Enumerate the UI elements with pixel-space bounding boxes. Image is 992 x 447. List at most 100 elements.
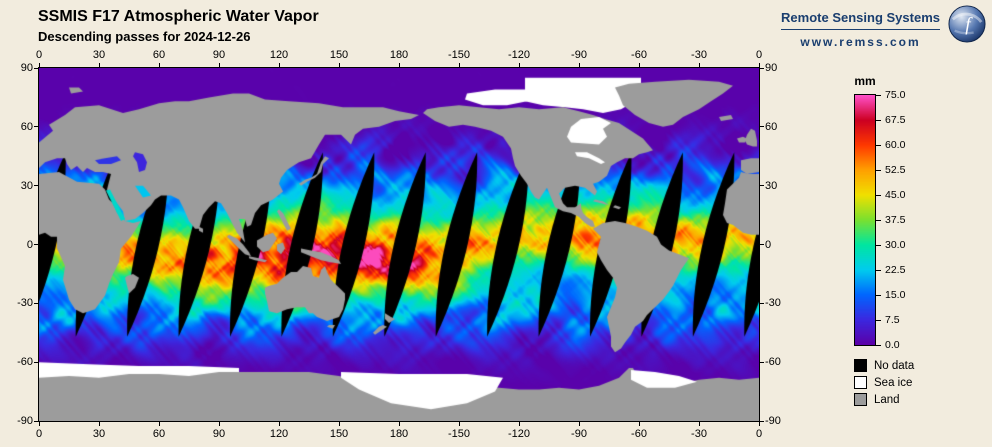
lat-tick-label: 90: [765, 62, 778, 74]
lat-tick-label: 60: [765, 120, 778, 133]
colorbar-tick-mark: [876, 345, 881, 346]
lat-tick-mark: [760, 126, 764, 128]
lat-tick-label: -90: [17, 415, 33, 427]
colorbar-tick-label: 75.0: [885, 89, 906, 101]
lat-tick-mark: [34, 361, 38, 363]
lon-tick-mark: [758, 63, 760, 67]
lon-tick-label: -60: [631, 49, 647, 61]
lat-tick-mark: [760, 361, 764, 363]
lat-tick-label: -60: [765, 356, 781, 369]
colorbar-tick-label: 67.5: [885, 114, 906, 126]
lon-tick-label: -90: [571, 428, 587, 440]
lat-tick-mark: [34, 67, 38, 69]
lat-tick-label: -30: [765, 297, 781, 310]
lat-tick-mark: [34, 126, 38, 128]
legend-item-land: Land: [854, 393, 914, 406]
lon-tick-label: -150: [447, 428, 471, 440]
lon-tick-label: -60: [631, 428, 647, 440]
brand-text: Remote Sensing Systems www.remss.com: [781, 10, 940, 49]
lon-tick-mark: [158, 422, 160, 426]
lon-tick-label: -120: [507, 49, 531, 61]
lat-tick-label: 0: [765, 238, 772, 251]
branding: Remote Sensing Systems www.remss.com f: [781, 5, 986, 49]
lat-tick-label: 30: [20, 179, 33, 192]
lon-tick-label: 90: [212, 428, 226, 440]
colorbar-tick-mark: [876, 195, 881, 196]
brand-url-link[interactable]: www.remss.com: [800, 35, 921, 49]
lat-tick-mark: [760, 67, 764, 69]
lat-tick-mark: [760, 244, 764, 245]
lon-tick-mark: [398, 63, 400, 67]
remss-globe-logo-icon[interactable]: f: [948, 5, 986, 43]
lon-tick-mark: [98, 63, 100, 67]
colorbar-tick-mark: [876, 170, 881, 171]
legend-swatch: [854, 376, 867, 389]
brand-name: Remote Sensing Systems: [781, 10, 940, 30]
lat-tick-mark: [760, 420, 764, 422]
legend-swatch: [854, 359, 867, 372]
lat-tick-label: -90: [765, 415, 781, 427]
colorbar-tick-label: 52.5: [885, 164, 906, 176]
lon-tick-label: -120: [507, 428, 531, 440]
lon-tick-mark: [518, 63, 520, 67]
lon-tick-mark: [458, 63, 460, 67]
lat-tick-label: -30: [17, 297, 33, 310]
lon-tick-label: 120: [269, 428, 289, 440]
lon-tick-label: 150: [329, 49, 349, 61]
colorbar-tick-label: 37.5: [885, 214, 906, 226]
lon-tick-mark: [38, 63, 40, 67]
lon-tick-mark: [158, 63, 160, 67]
legend-item-no-data: No data: [854, 359, 914, 372]
legend-item-sea-ice: Sea ice: [854, 376, 914, 389]
lon-tick-label: 30: [92, 49, 106, 61]
colorbar-tick-label: 30.0: [885, 239, 906, 251]
lon-tick-mark: [98, 422, 100, 426]
lon-tick-mark: [278, 63, 280, 67]
lon-tick-mark: [278, 422, 280, 426]
colorbar-tick-mark: [876, 120, 881, 121]
lon-tick-mark: [758, 422, 760, 426]
legend-swatch: [854, 393, 867, 406]
colorbar-tick-label: 60.0: [885, 139, 906, 151]
lat-tick-mark: [34, 420, 38, 422]
lat-tick-mark: [760, 302, 764, 304]
lon-tick-mark: [698, 422, 700, 426]
lat-tick-label: -60: [17, 356, 33, 369]
lon-tick-label: 60: [152, 49, 166, 61]
lat-tick-label: 30: [765, 179, 778, 192]
lon-tick-label: 60: [152, 428, 166, 440]
colorbar-tick-label: 22.5: [885, 264, 906, 276]
colorbar-tick-mark: [876, 95, 881, 96]
lon-tick-label: 0: [35, 49, 43, 61]
lon-tick-label: -150: [447, 49, 471, 61]
lat-tick-label: 0: [26, 238, 33, 251]
lat-tick-label: 90: [20, 62, 33, 74]
lon-tick-label: 180: [389, 49, 409, 61]
colorbar-tick-mark: [876, 295, 881, 296]
lon-tick-mark: [458, 422, 460, 426]
lon-tick-label: 90: [212, 49, 226, 61]
lon-tick-label: 150: [329, 428, 349, 440]
legend-label: No data: [874, 359, 915, 372]
lon-tick-mark: [698, 63, 700, 67]
map-legend: No data Sea ice Land: [854, 359, 914, 410]
colorbar-units-label: mm: [854, 74, 876, 88]
colorbar-tick-mark: [876, 220, 881, 221]
world-map-canvas: [39, 68, 759, 421]
colorbar: [854, 94, 876, 346]
world-map-frame: 0 0 30 30 60 60 90 90 120 120 150 150 180 180 -150 -150…: [17, 49, 781, 440]
lon-tick-mark: [398, 422, 400, 426]
lon-tick-label: 0: [755, 428, 763, 440]
lon-tick-mark: [638, 422, 640, 426]
lat-tick-mark: [34, 185, 38, 187]
lat-tick-mark: [34, 302, 38, 304]
lon-tick-label: -30: [691, 49, 707, 61]
colorbar-tick-label: 45.0: [885, 189, 906, 201]
lat-tick-mark: [760, 185, 764, 187]
lon-tick-mark: [638, 63, 640, 67]
lon-tick-mark: [218, 422, 220, 426]
lon-tick-label: 0: [755, 49, 763, 61]
colorbar-tick-mark: [876, 270, 881, 271]
page-subtitle: Descending passes for 2024-12-26: [38, 29, 251, 44]
lon-tick-label: -90: [571, 49, 587, 61]
